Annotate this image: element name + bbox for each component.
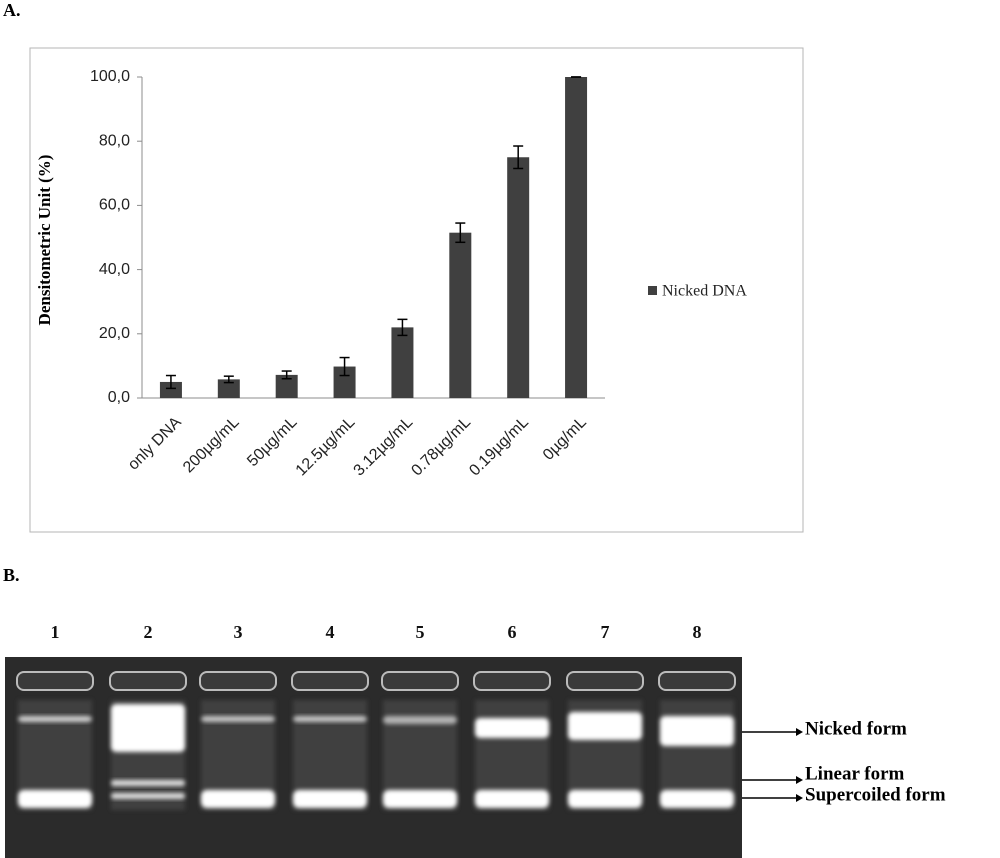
y-axis-title: Densitometric Unit (%) bbox=[35, 155, 54, 326]
well bbox=[658, 671, 736, 691]
y-tick-label: 40,0 bbox=[99, 261, 130, 278]
band bbox=[568, 712, 642, 740]
lane-number: 1 bbox=[51, 622, 60, 642]
arrow-head bbox=[796, 776, 803, 784]
lane-number: 8 bbox=[693, 622, 702, 642]
band bbox=[293, 790, 367, 808]
band-label: Linear form bbox=[805, 763, 905, 784]
bar bbox=[333, 366, 356, 398]
band bbox=[293, 716, 367, 722]
band bbox=[111, 793, 185, 799]
bar bbox=[275, 374, 298, 398]
arrow-head bbox=[796, 728, 803, 736]
y-tick-label: 20,0 bbox=[99, 325, 130, 342]
well bbox=[291, 671, 369, 691]
lane-number: 3 bbox=[234, 622, 243, 642]
well bbox=[199, 671, 277, 691]
error-bar bbox=[339, 356, 350, 377]
well bbox=[16, 671, 94, 691]
band bbox=[18, 716, 92, 722]
bar bbox=[159, 381, 182, 398]
panel-label: B. bbox=[3, 565, 20, 585]
well bbox=[473, 671, 551, 691]
band bbox=[660, 716, 734, 746]
band bbox=[111, 704, 185, 752]
band bbox=[475, 790, 549, 808]
band bbox=[201, 716, 275, 722]
legend-label: Nicked DNA bbox=[662, 283, 747, 300]
band bbox=[201, 790, 275, 808]
band bbox=[383, 790, 457, 808]
band bbox=[18, 790, 92, 808]
bar bbox=[391, 327, 414, 398]
well bbox=[381, 671, 459, 691]
arrow-head bbox=[796, 794, 803, 802]
band bbox=[660, 790, 734, 808]
error-bar bbox=[165, 374, 176, 390]
error-bar bbox=[397, 318, 408, 337]
panel-label: A. bbox=[3, 0, 21, 20]
band bbox=[568, 790, 642, 808]
lane-number: 5 bbox=[416, 622, 425, 642]
bar bbox=[565, 77, 588, 398]
band-label: Nicked form bbox=[805, 718, 907, 739]
band bbox=[475, 718, 549, 738]
y-tick-label: 100,0 bbox=[90, 68, 130, 85]
lane-number: 6 bbox=[508, 622, 517, 642]
error-bar bbox=[513, 145, 524, 170]
well bbox=[566, 671, 644, 691]
well bbox=[109, 671, 187, 691]
error-bar bbox=[223, 375, 234, 384]
error-bar bbox=[281, 370, 292, 380]
error-bar bbox=[455, 222, 466, 244]
lane-number: 4 bbox=[326, 622, 335, 642]
chart-frame bbox=[29, 47, 804, 533]
y-tick-label: 0,0 bbox=[108, 389, 130, 406]
lane-number: 7 bbox=[601, 622, 610, 642]
band bbox=[383, 716, 457, 724]
y-tick-label: 80,0 bbox=[99, 132, 130, 149]
bar bbox=[449, 232, 472, 398]
band-label: Supercoiled form bbox=[805, 784, 946, 805]
gel-lanes: 1 2 3 4 5 6 7 8 Nicked form Linear formSupercoile… bbox=[16, 622, 946, 810]
bar bbox=[507, 157, 530, 398]
y-tick-label: 60,0 bbox=[99, 197, 130, 214]
legend-swatch bbox=[648, 286, 657, 295]
bar bbox=[217, 379, 240, 398]
lane-number: 2 bbox=[144, 622, 153, 642]
band bbox=[111, 780, 185, 786]
